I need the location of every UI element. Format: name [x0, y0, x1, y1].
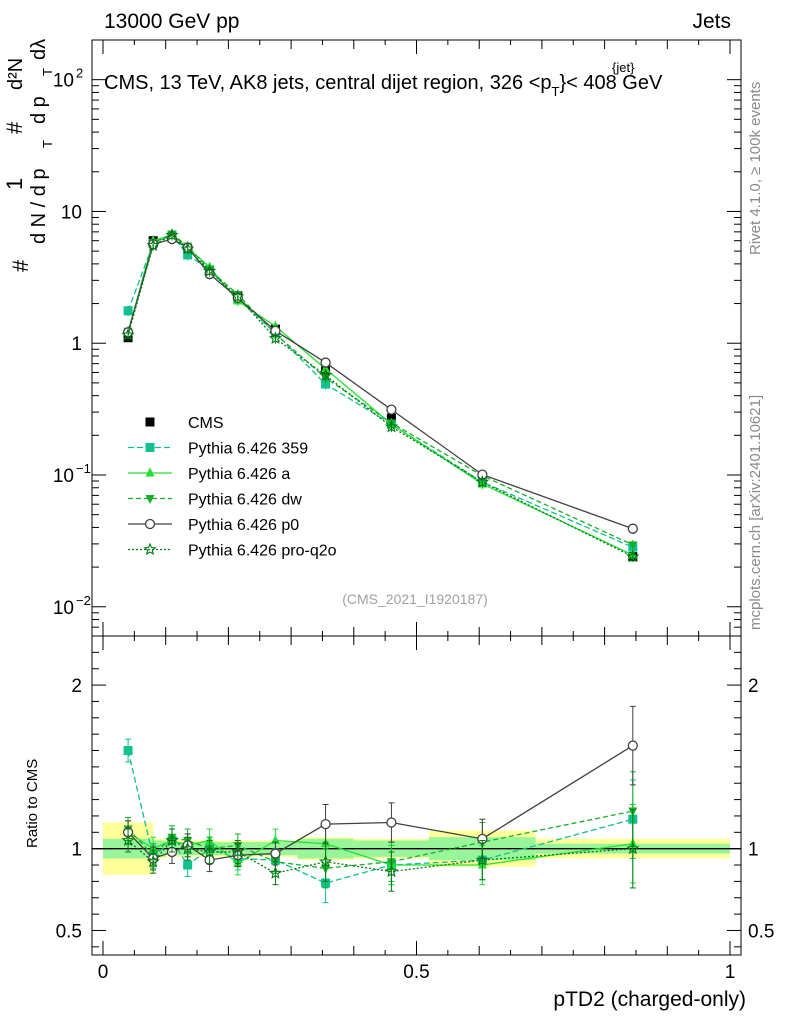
ratio-point-pythia-6-426-pro-q2o [384, 864, 399, 878]
title-pre: CMS, 13 TeV, AK8 jets, central dijet reg… [104, 72, 540, 94]
data-point-pythia-6-426-p0 [320, 357, 331, 368]
legend-label-pythia-6-426-359: Pythia 6.426 359 [188, 441, 308, 458]
y-tick-label-main: 10 [53, 598, 74, 619]
x-tick-label: 0.5 [403, 962, 429, 983]
data-point-pythia-6-426-pro-q2o [475, 475, 489, 488]
y-tick-exponent: −1 [76, 461, 91, 476]
ylabel-dlambda: dλ [28, 39, 50, 60]
legend-marker-pythia-6-426-pro-q2o [143, 542, 157, 556]
y-tick-label-main: 1 [71, 334, 82, 355]
y-tick-label-ratio-right: 1 [748, 840, 759, 861]
legend-marker-pythia-6-426-359 [145, 443, 155, 452]
ratio-point-pythia-6-426-359 [183, 860, 193, 870]
y-tick-label-ratio-right: 2 [748, 676, 759, 697]
title-sub: T [552, 84, 560, 99]
y-tick-label-ratio: 1 [71, 840, 82, 861]
ratio-point-pythia-6-426-359 [123, 746, 133, 756]
ylabel-hash-1: # [8, 259, 33, 272]
y-tick-label-main: 10 [61, 202, 82, 223]
data-point-pythia-6-426-pro-q2o [231, 289, 245, 303]
header-category-label: Jets [692, 10, 731, 33]
header-energy-label: 13000 GeV pp [104, 10, 239, 33]
series-line-pythia-6-426-p0 [127, 238, 634, 530]
y-tick-label-main: 10 [53, 71, 74, 92]
ratio-point-pythia-6-426-pro-q2o [146, 854, 160, 868]
data-point-pythia-6-426-pro-q2o [203, 264, 217, 277]
ylabel-dpt: d p [28, 96, 50, 124]
data-point-pythia-6-426-pro-q2o [181, 241, 195, 255]
side-label-rivet: Rivet 4.1.0, ≥ 100k events [747, 82, 764, 255]
data-point-pythia-6-426-pro-q2o [384, 419, 399, 433]
data-point-pythia-6-426-pro-q2o [146, 238, 160, 252]
data-point-pythia-6-426-pro-q2o [121, 328, 135, 341]
legend-marker-pythia-6-426-dw [145, 495, 155, 504]
ratio-point-pythia-6-426-pro-q2o [165, 833, 179, 847]
ratio-point-pythia-6-426-pro-q2o [475, 853, 489, 866]
legend-label-pythia-6-426-p0: Pythia 6.426 p0 [188, 517, 299, 534]
data-point-pythia-6-426-dw [628, 541, 638, 551]
ratio-point-pythia-6-426-p0 [270, 848, 281, 859]
y-tick-exponent: 2 [76, 66, 83, 81]
y-axis-label: # 1 d N / d p T # d²N d p T dλ [2, 39, 55, 272]
data-point-pythia-6-426-359 [183, 250, 193, 260]
x-axis-label: pTD2 (charged-only) [553, 988, 746, 1011]
ratio-point-pythia-6-426-pro-q2o [181, 841, 195, 855]
ratio-point-pythia-6-426-pro-q2o [319, 854, 333, 868]
legend-marker-pythia-6-426-p0 [144, 518, 156, 530]
ratio-point-pythia-6-426-pro-q2o [121, 833, 135, 847]
ratio-point-pythia-6-426-pro-q2o [268, 866, 283, 879]
main-panel-series [121, 228, 640, 563]
ylabel-t-sub: T [40, 140, 55, 148]
y-tick-label-ratio: 0.5 [56, 921, 82, 942]
ylabel-one: 1 [2, 178, 27, 190]
data-point-pythia-6-426-359 [321, 379, 331, 389]
data-point-pythia-6-426-pro-q2o [165, 228, 179, 241]
ratio-point-pythia-6-426-p0 [627, 740, 638, 751]
ratio-point-pythia-6-426-pro-q2o [626, 841, 640, 855]
legend-label-cms: CMS [188, 415, 224, 432]
ratio-point-pythia-6-426-p0 [386, 817, 397, 828]
legend-marker-cms [145, 417, 155, 427]
x-tick-label: 1 [725, 962, 736, 983]
title-sup: {jet} [612, 60, 635, 75]
y-tick-exponent: −2 [76, 593, 91, 608]
x-tick-label: 0 [98, 962, 109, 983]
legend: CMS Pythia 6.426 359 Pythia 6.426 a Pythia … [128, 415, 337, 560]
data-point-pythia-6-426-p0 [627, 523, 638, 534]
side-label-mcplots: mcplots.cern.ch [arXiv:2401.10621] [747, 395, 764, 630]
data-point-pythia-6-426-pro-q2o [268, 331, 283, 344]
data-point-pythia-6-426-359 [123, 306, 133, 316]
legend-marker-pythia-6-426-a [145, 467, 155, 477]
ratio-point-pythia-6-426-pro-q2o [203, 844, 217, 858]
data-point-pythia-6-426-pro-q2o [319, 368, 333, 381]
ratio-point-pythia-6-426-p0 [320, 818, 331, 830]
y-tick-label-ratio: 2 [71, 676, 82, 697]
title-p: p [540, 72, 551, 94]
data-point-pythia-6-426-p0 [386, 404, 397, 415]
y-tick-label-main: 10 [53, 466, 74, 487]
ratio-y-axis-label: Ratio to CMS [24, 759, 41, 848]
plot-title: CMS, 13 TeV, AK8 jets, central dijet reg… [104, 72, 663, 99]
ratio-panel-series [121, 705, 640, 904]
analysis-id-label: (CMS_2021_I1920187) [342, 591, 488, 607]
ylabel-t-sub-2: T [40, 68, 55, 76]
legend-label-pythia-6-426-dw: Pythia 6.426 dw [188, 492, 302, 509]
y-tick-label-ratio-right: 0.5 [748, 921, 774, 942]
ylabel-d2n: d²N [5, 58, 27, 90]
ratio-point-pythia-6-426-pro-q2o [231, 844, 245, 858]
legend-label-pythia-6-426-pro-q2o: Pythia 6.426 pro-q2o [188, 543, 337, 560]
ylabel-dn-dpt: d N / d p [28, 168, 50, 244]
ylabel-hash-2: # [2, 121, 27, 134]
data-point-pythia-6-426-pro-q2o [626, 549, 640, 563]
ratio-panel-frame [91, 635, 742, 956]
legend-label-pythia-6-426-a: Pythia 6.426 a [188, 466, 290, 483]
title-post: }< 408 GeV [559, 72, 663, 94]
